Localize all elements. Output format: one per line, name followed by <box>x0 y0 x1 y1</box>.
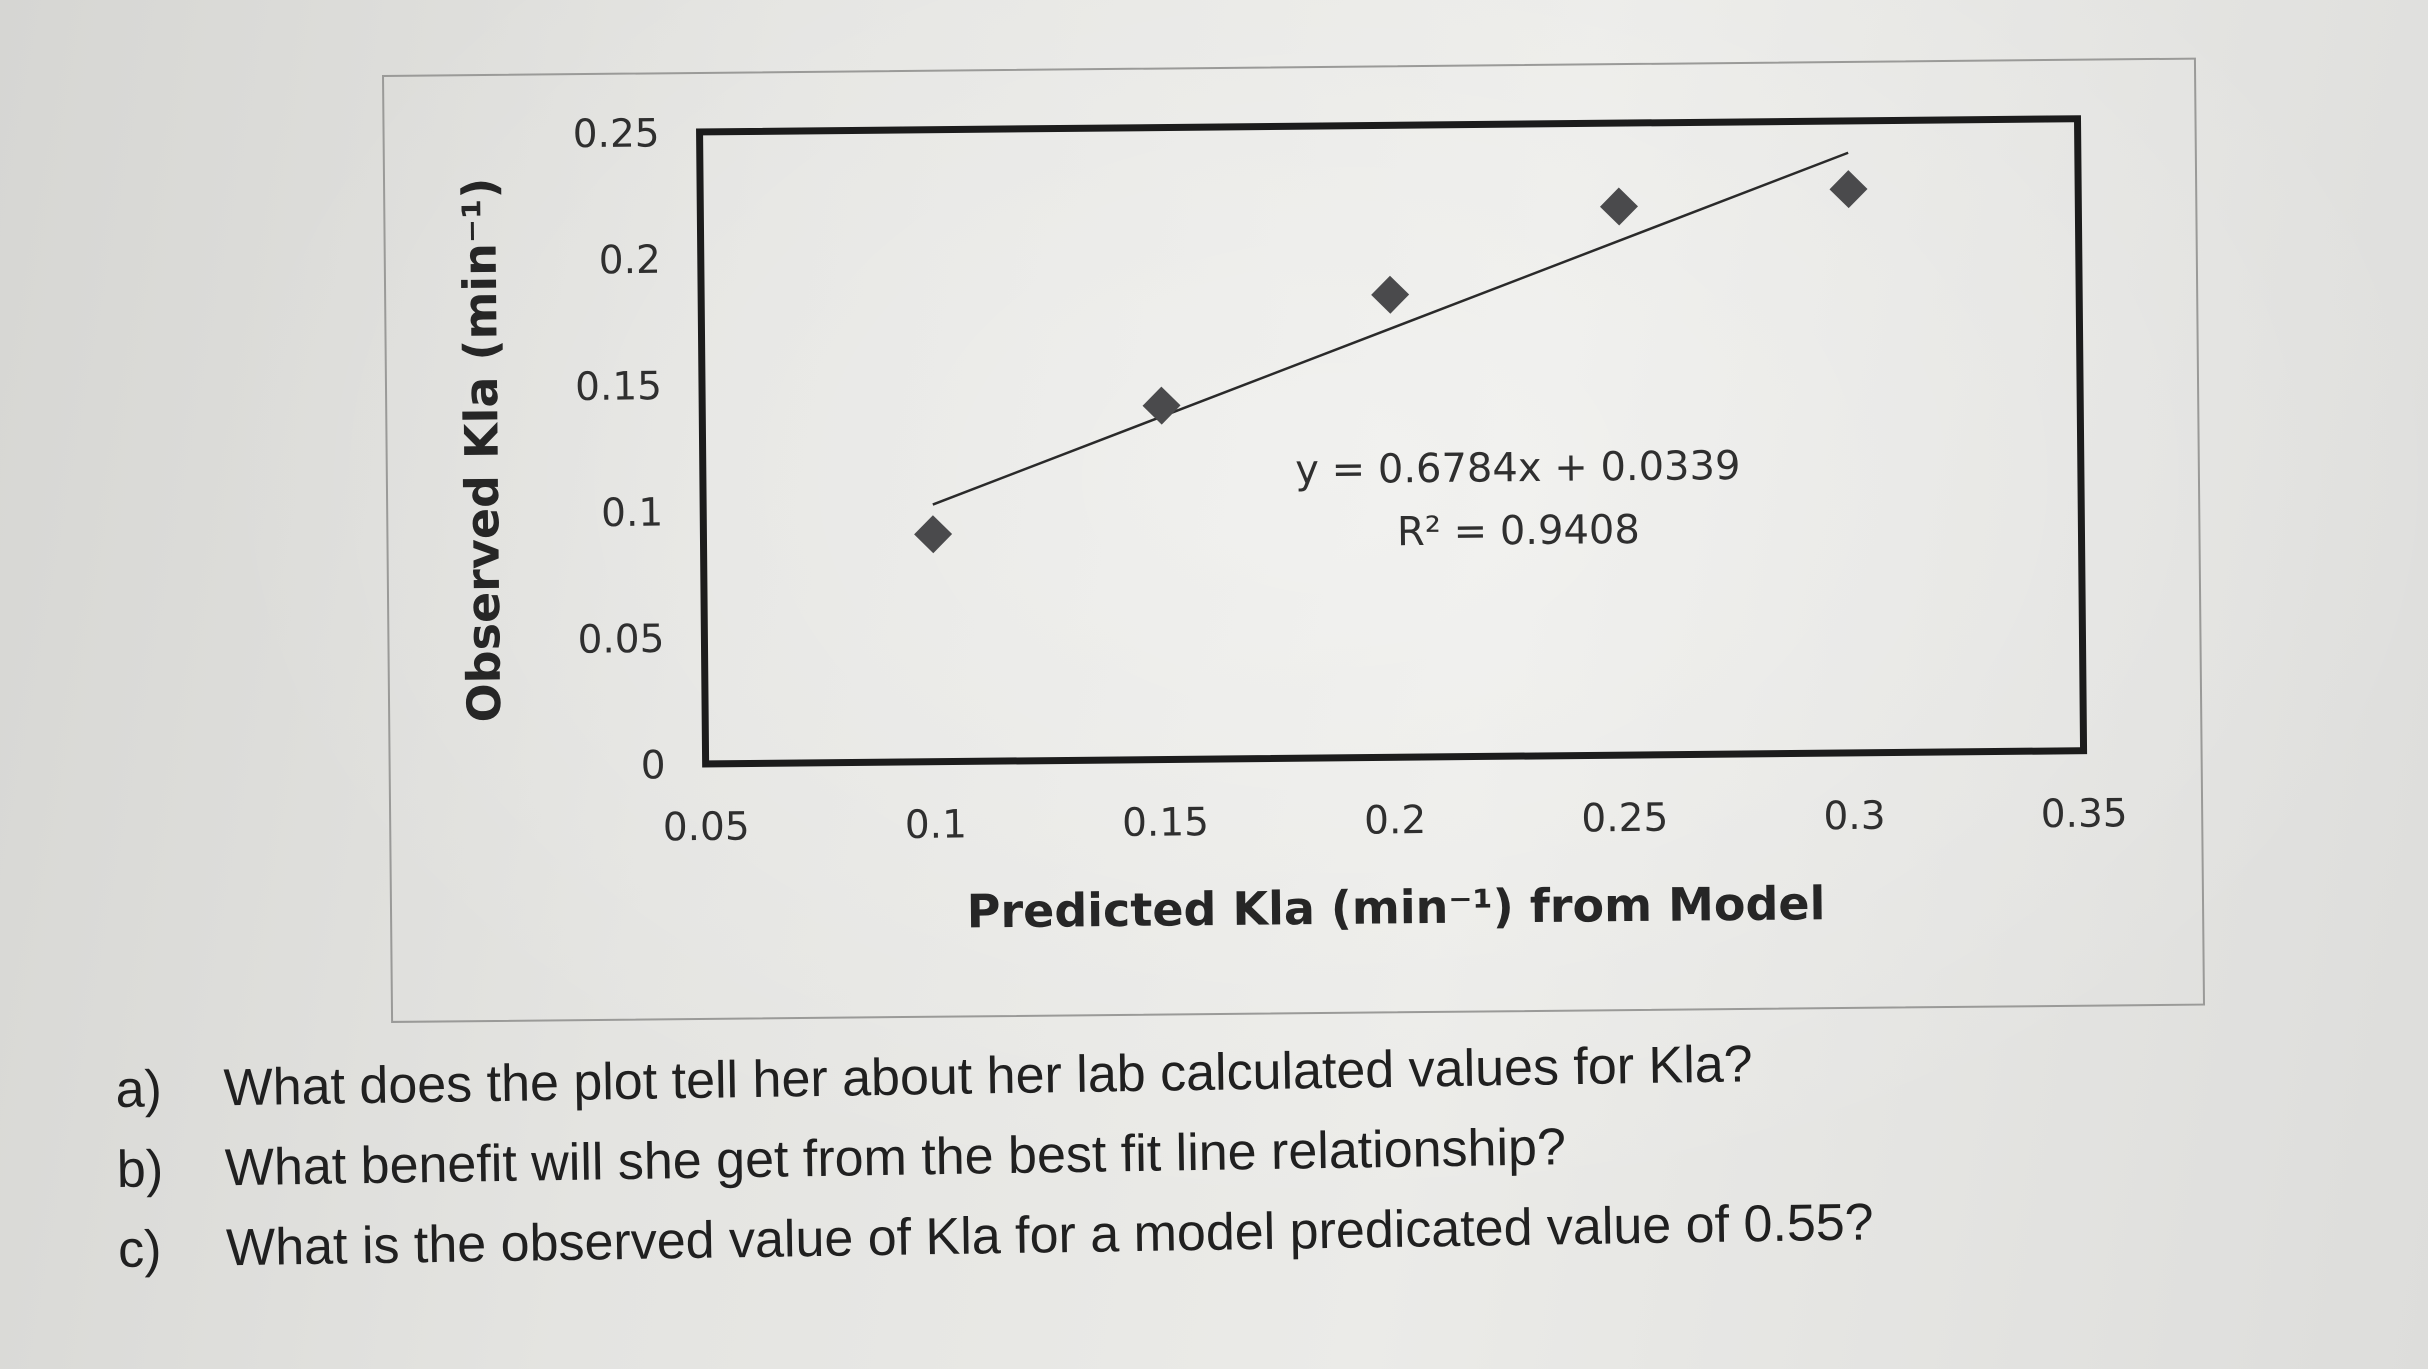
x-tick-label: 0.2 <box>1364 798 1426 844</box>
data-point-marker <box>1599 187 1638 226</box>
x-tick-label: 0.35 <box>2041 791 2128 837</box>
x-tick-label: 0.05 <box>663 805 750 851</box>
data-point-marker <box>1142 386 1181 425</box>
trendline <box>932 151 1849 506</box>
chart-container: 0 0.05 0.1 0.15 0.2 0.25 0.05 0.1 0.15 0.2 0.25 0.… <box>382 57 2206 1023</box>
x-tick-label: 0.25 <box>1581 796 1668 842</box>
x-axis-ticks: 0.05 0.1 0.15 0.2 0.25 0.3 0.35 <box>663 791 2128 850</box>
y-axis-title: Observed Kla (min⁻¹) <box>452 177 511 722</box>
y-axis-ticks: 0 0.05 0.1 0.15 0.2 0.25 <box>573 111 666 788</box>
y-tick-label: 0.15 <box>575 364 662 410</box>
trendline-equation: y = 0.6784x + 0.0339 <box>1295 443 1741 493</box>
question-marker: b) <box>116 1140 164 1199</box>
data-point-marker <box>1371 275 1410 314</box>
y-tick-label: 0.1 <box>601 491 663 537</box>
question-list: a) What does the plot tell her about her … <box>115 1015 2368 1290</box>
data-point-marker <box>914 515 953 554</box>
question-marker: a) <box>115 1060 163 1119</box>
y-tick-label: 0.05 <box>577 617 664 663</box>
x-tick-label: 0.3 <box>1823 794 1885 840</box>
data-point-marker <box>1829 170 1868 209</box>
y-tick-label: 0 <box>641 743 666 788</box>
plot-area-border <box>696 115 2088 768</box>
question-marker: c) <box>117 1220 162 1279</box>
x-axis-title: Predicted Kla (min⁻¹) from Model <box>966 876 1825 938</box>
y-tick-label: 0.25 <box>573 111 660 157</box>
r-squared-label: R² = 0.9408 <box>1397 507 1640 555</box>
y-tick-label: 0.2 <box>599 238 661 284</box>
data-points <box>914 170 1868 554</box>
scatter-chart: 00.050.10.150.20.25 0.05 0.1 0.15 0.2 0.25 0.… <box>452 111 2128 938</box>
x-tick-label: 0.1 <box>905 802 967 848</box>
x-tick-label: 0.15 <box>1122 800 1209 846</box>
